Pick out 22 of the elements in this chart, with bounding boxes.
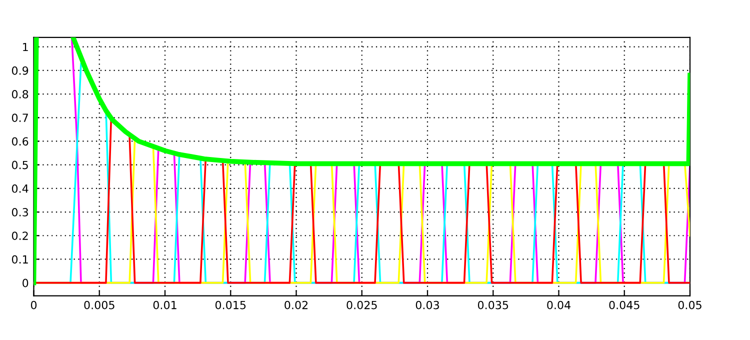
y-tick-label: 0.8 bbox=[12, 90, 28, 98]
x-tick-label: 0.04 bbox=[547, 300, 570, 310]
y-tick-label: 0.5 bbox=[12, 160, 28, 170]
x-tick-label: 0.035 bbox=[478, 300, 508, 310]
y-tick-label: 1 bbox=[23, 42, 28, 52]
x-tick-label: 0.005 bbox=[84, 300, 114, 310]
x-tick-label: 0.03 bbox=[416, 300, 439, 310]
y-tick-label: 0.3 bbox=[12, 208, 28, 216]
x-tick-label: 0.02 bbox=[284, 300, 308, 310]
x-tick-label: 0 bbox=[30, 300, 37, 310]
x-tick-label: 0.01 bbox=[153, 300, 176, 310]
y-tick-label: 0 bbox=[22, 278, 28, 288]
y-tick-label: 0.6 bbox=[12, 137, 28, 146]
x-tick-label: 0.045 bbox=[609, 300, 640, 310]
y-tick-label: 0.4 bbox=[12, 184, 28, 193]
x-tick-label: 0.015 bbox=[215, 300, 246, 310]
y-tick-label: 0.9 bbox=[12, 66, 28, 75]
x-tick-label: 0.025 bbox=[346, 300, 377, 310]
x-tick-label: 0.05 bbox=[678, 300, 702, 310]
y-tick-label: 0.2 bbox=[12, 232, 28, 240]
y-tick-label: 0.1 bbox=[12, 255, 28, 264]
y-tick-label: 0.7 bbox=[12, 114, 28, 122]
